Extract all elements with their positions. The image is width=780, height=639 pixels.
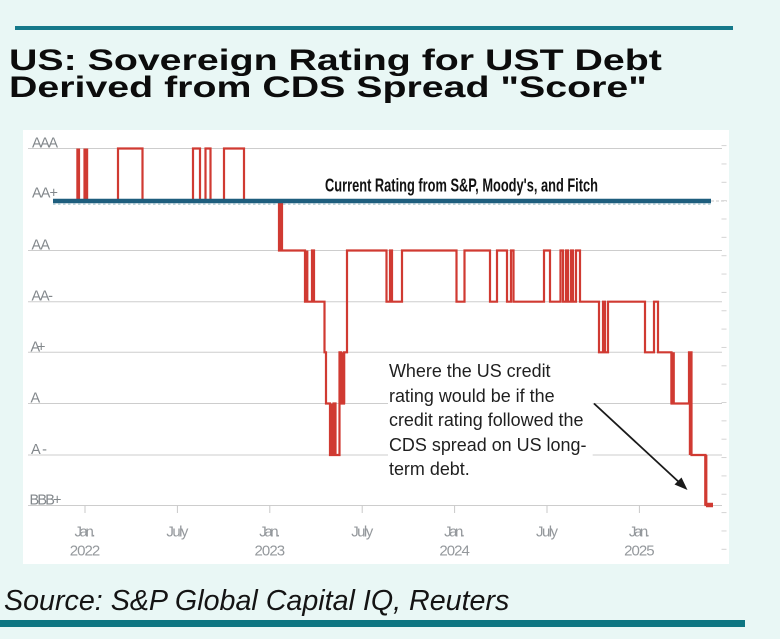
svg-text:Jan.: Jan. xyxy=(444,524,465,541)
svg-text:2023: 2023 xyxy=(255,543,286,560)
svg-text:July: July xyxy=(351,524,374,541)
svg-text:A: A xyxy=(31,391,41,407)
svg-text:July: July xyxy=(166,524,189,541)
svg-text:AAA: AAA xyxy=(32,136,58,152)
svg-text:A -: A - xyxy=(31,442,47,458)
svg-text:Current Rating from S&P, Moody: Current Rating from S&P, Moody's, and Fi… xyxy=(325,176,598,196)
svg-text:A+: A+ xyxy=(31,339,46,355)
svg-text:July: July xyxy=(536,524,559,541)
svg-text:Jan.: Jan. xyxy=(629,524,650,541)
svg-text:2025: 2025 xyxy=(624,543,655,560)
svg-text:AA-: AA- xyxy=(32,289,54,305)
svg-text:AA+: AA+ xyxy=(32,186,58,202)
svg-text:Jan.: Jan. xyxy=(259,524,280,541)
svg-text:Jan.: Jan. xyxy=(75,524,96,541)
svg-text:2024: 2024 xyxy=(439,543,470,560)
svg-text:2022: 2022 xyxy=(70,543,101,560)
svg-text:AA: AA xyxy=(32,238,51,254)
svg-text:BBB+: BBB+ xyxy=(30,492,62,508)
